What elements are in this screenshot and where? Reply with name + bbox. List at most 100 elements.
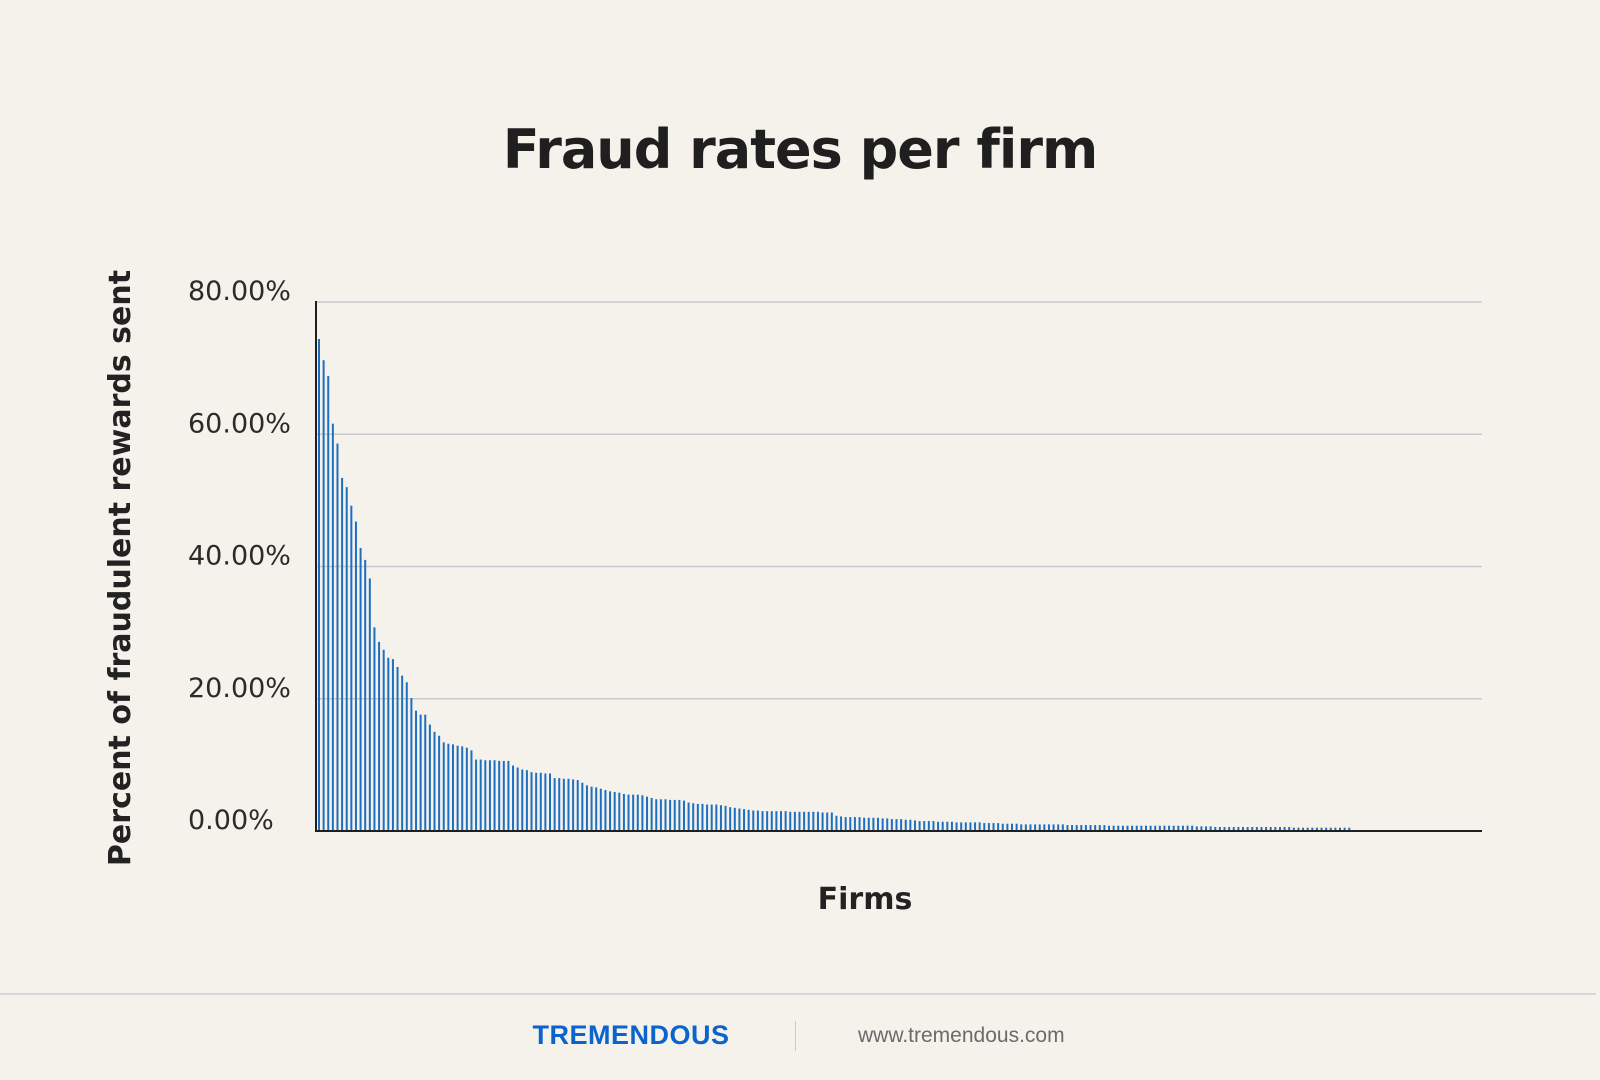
bar (1020, 824, 1023, 831)
bar (1339, 827, 1342, 831)
bar (1205, 826, 1208, 831)
y-tick-label: 40.00% (188, 541, 291, 572)
bar (872, 817, 875, 831)
bar (1306, 827, 1309, 831)
bar (525, 770, 528, 831)
bar (710, 804, 713, 831)
bar (701, 803, 704, 831)
bar (927, 821, 930, 831)
bar (415, 710, 418, 831)
bar (1066, 825, 1069, 831)
bar (840, 816, 843, 831)
bar (1052, 824, 1055, 831)
bar (724, 805, 727, 831)
bar (946, 821, 949, 831)
bar (849, 817, 852, 831)
bar (673, 799, 676, 831)
bar (659, 799, 662, 831)
bar (1149, 825, 1152, 831)
bar (863, 817, 866, 831)
bar (1278, 827, 1281, 831)
bar (562, 778, 565, 831)
bar (960, 822, 963, 831)
bar (1214, 827, 1217, 831)
bar (521, 769, 524, 831)
bar (650, 797, 653, 831)
bar (835, 815, 838, 831)
bar (1089, 825, 1092, 831)
bar (1112, 825, 1115, 831)
bar (1080, 825, 1083, 831)
bar (895, 819, 898, 831)
bar (1084, 825, 1087, 831)
bar (738, 808, 741, 831)
bar (387, 657, 390, 831)
bar (451, 744, 454, 831)
bar (932, 821, 935, 831)
bar (733, 807, 736, 831)
website-link[interactable]: www.tremendous.com (858, 1024, 1065, 1047)
bar (1177, 825, 1180, 831)
bar (632, 794, 635, 831)
bar (816, 811, 819, 831)
bar (1015, 823, 1018, 831)
y-tick-label: 80.00% (188, 276, 291, 307)
bar (937, 821, 940, 831)
bar (572, 779, 575, 831)
bar (502, 760, 505, 831)
bar (1334, 827, 1337, 831)
bar (1292, 827, 1295, 831)
bar (1057, 824, 1060, 831)
bar (391, 659, 394, 831)
bar (886, 818, 889, 831)
bar (821, 812, 824, 831)
bar (964, 822, 967, 831)
bar (766, 811, 769, 831)
bar (461, 746, 464, 831)
gridlines (316, 301, 1482, 700)
bar (1329, 827, 1332, 831)
bar (1098, 825, 1101, 831)
bar (955, 822, 958, 831)
bar (498, 760, 501, 831)
bar (992, 823, 995, 831)
bar (969, 822, 972, 831)
bar (983, 823, 986, 831)
bar (512, 765, 515, 831)
bar (1325, 827, 1328, 831)
bar (1195, 826, 1198, 831)
brand-logo[interactable]: TREMENDOUS (532, 1020, 730, 1050)
bar (447, 743, 450, 831)
bar (1191, 825, 1194, 831)
bar (803, 811, 806, 831)
bar (327, 376, 330, 831)
bar (687, 802, 690, 831)
bar (336, 443, 339, 831)
bar (1024, 824, 1027, 831)
bar (488, 760, 491, 831)
bar (1006, 823, 1009, 831)
bar (1343, 827, 1346, 831)
bar (382, 649, 385, 831)
bar (1218, 827, 1221, 831)
bar (830, 812, 833, 831)
bar (1200, 826, 1203, 831)
bar (719, 805, 722, 831)
bar (881, 818, 884, 831)
bar (669, 799, 672, 831)
bar (798, 811, 801, 831)
bar (641, 795, 644, 831)
bar (775, 811, 778, 831)
bar (1011, 823, 1013, 831)
bar (1131, 825, 1134, 831)
bar (1144, 825, 1147, 831)
bar (609, 791, 612, 831)
bar (1223, 827, 1226, 831)
bar (1061, 824, 1064, 831)
bar (1108, 825, 1111, 831)
bar (1001, 823, 1004, 831)
bar (368, 578, 371, 831)
bar (331, 423, 334, 831)
bar (1103, 825, 1106, 831)
bar (1274, 827, 1277, 831)
